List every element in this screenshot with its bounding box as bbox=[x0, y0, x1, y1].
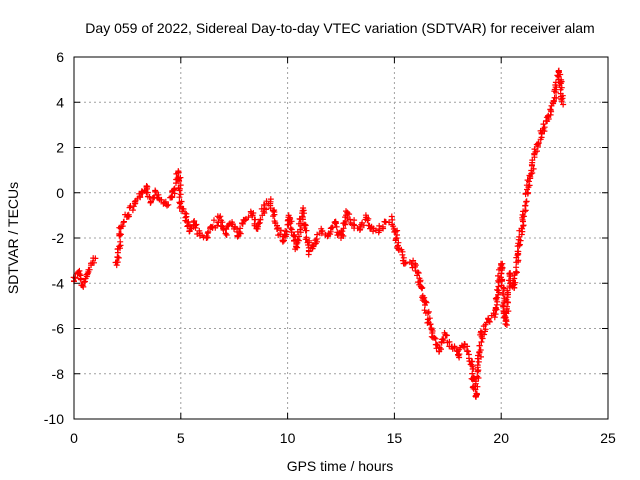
axes: 0 5 10 15 20 25 -10 -8 -6 -4 -2 0 2 4 6 bbox=[44, 49, 616, 446]
data-point-cluster bbox=[531, 129, 545, 155]
data-point bbox=[560, 101, 567, 108]
data-point-cluster bbox=[305, 241, 317, 258]
data-point-cluster bbox=[370, 225, 382, 236]
data-point-cluster bbox=[214, 213, 227, 233]
data-series bbox=[70, 67, 567, 400]
y-tick-label: 6 bbox=[56, 49, 64, 65]
y-axis-label: SDTVAR / TECUs bbox=[5, 182, 21, 294]
y-tick-label: -10 bbox=[44, 411, 64, 427]
data-point-cluster bbox=[441, 329, 455, 350]
data-point-cluster bbox=[514, 218, 527, 255]
y-tick-label: 0 bbox=[56, 185, 64, 201]
data-point-cluster bbox=[519, 182, 533, 221]
data-point-cluster bbox=[392, 232, 407, 261]
x-tick-label: 10 bbox=[280, 430, 296, 446]
x-tick-label: 20 bbox=[493, 430, 509, 446]
y-tick-label: -4 bbox=[52, 275, 65, 291]
data-point-cluster bbox=[400, 257, 417, 271]
data-point-cluster bbox=[112, 224, 124, 266]
data-point-cluster bbox=[78, 275, 89, 289]
data-point-cluster bbox=[88, 255, 97, 267]
data-point-cluster bbox=[420, 295, 437, 341]
data-point-cluster bbox=[338, 209, 351, 239]
data-point bbox=[491, 314, 498, 321]
data-point-cluster bbox=[176, 204, 187, 215]
data-point-cluster bbox=[157, 196, 168, 207]
data-point-cluster bbox=[486, 312, 495, 325]
data-point bbox=[525, 178, 532, 185]
data-point-cluster bbox=[472, 329, 486, 400]
data-point-cluster bbox=[74, 267, 87, 290]
data-point-cluster bbox=[136, 187, 149, 197]
data-point-cluster bbox=[343, 208, 358, 228]
data-point-cluster bbox=[174, 168, 185, 207]
data-point-cluster bbox=[209, 217, 222, 231]
data-point-cluster bbox=[555, 68, 566, 105]
y-tick-label: 2 bbox=[56, 140, 64, 156]
data-point-cluster bbox=[362, 212, 375, 232]
data-point-cluster bbox=[382, 218, 393, 226]
y-tick-label: 4 bbox=[56, 94, 64, 110]
data-point-cluster bbox=[83, 266, 93, 278]
x-axis-label: GPS time / hours bbox=[287, 458, 394, 474]
y-tick-label: -6 bbox=[52, 321, 65, 337]
x-tick-label: 25 bbox=[600, 430, 616, 446]
data-point-cluster bbox=[240, 208, 254, 223]
plot-frame bbox=[73, 56, 609, 420]
data-point-cluster bbox=[253, 205, 268, 232]
x-tick-label: 5 bbox=[177, 430, 185, 446]
data-point-cluster bbox=[125, 203, 136, 220]
series-sdtvar bbox=[70, 67, 567, 400]
x-tick-label: 0 bbox=[70, 430, 78, 446]
data-point-cluster bbox=[131, 193, 143, 207]
data-point-cluster bbox=[152, 188, 162, 202]
data-point-cluster bbox=[299, 205, 313, 254]
x-tick-label: 15 bbox=[387, 430, 403, 446]
y-tick-label: -8 bbox=[52, 366, 65, 382]
data-point-band bbox=[70, 68, 566, 400]
data-point-cluster bbox=[196, 230, 207, 241]
data-point-cluster bbox=[524, 150, 538, 184]
chart-title: Day 059 of 2022, Sidereal Day-to-day VTE… bbox=[85, 20, 594, 36]
y-tick-label: -2 bbox=[52, 230, 65, 246]
data-point-cluster bbox=[318, 225, 331, 240]
data-point-cluster bbox=[267, 196, 280, 229]
